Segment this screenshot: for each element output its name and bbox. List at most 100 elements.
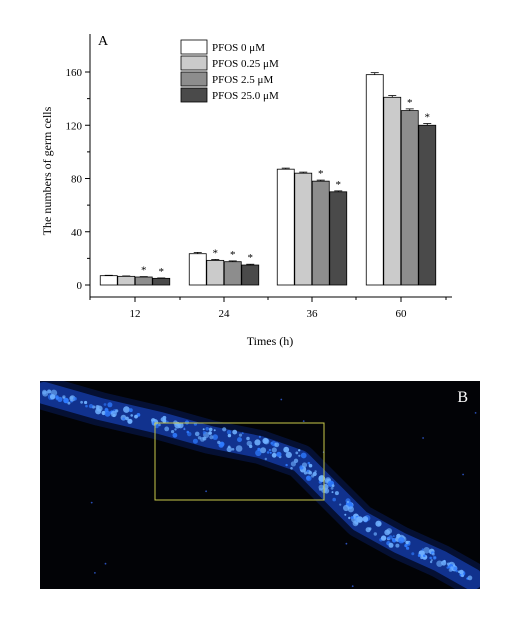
nucleus bbox=[177, 422, 184, 429]
nucleus bbox=[88, 404, 94, 409]
nucleus bbox=[260, 447, 267, 454]
bar bbox=[276, 168, 295, 286]
nucleus bbox=[174, 428, 177, 431]
significance-marker: * bbox=[141, 265, 147, 277]
nucleus bbox=[318, 484, 325, 491]
nucleus bbox=[388, 542, 394, 548]
x-tick-label: 60 bbox=[396, 308, 408, 320]
nucleus bbox=[63, 397, 69, 404]
nucleus bbox=[264, 457, 267, 461]
nucleus bbox=[331, 491, 334, 494]
speck bbox=[104, 562, 107, 565]
y-tick-label: 40 bbox=[71, 227, 83, 239]
x-ticks: 12 24 36 60 bbox=[89, 297, 447, 320]
speck bbox=[109, 411, 112, 414]
nucleus bbox=[356, 522, 359, 525]
nucleus bbox=[192, 438, 198, 444]
nucleus bbox=[205, 427, 209, 431]
nucleus bbox=[301, 462, 308, 468]
nucleus bbox=[231, 448, 235, 451]
bar bbox=[188, 253, 207, 286]
nucleus bbox=[154, 424, 159, 429]
nucleus bbox=[411, 552, 415, 556]
nucleus bbox=[423, 547, 430, 554]
nucleus bbox=[237, 437, 242, 443]
nucleus bbox=[373, 532, 377, 536]
nucleus bbox=[85, 404, 88, 408]
nucleus bbox=[344, 513, 347, 516]
nucleus bbox=[308, 463, 313, 468]
nucleus bbox=[152, 421, 155, 424]
nucleus bbox=[246, 436, 250, 441]
nucleus bbox=[405, 540, 409, 545]
speck bbox=[302, 420, 305, 422]
nucleus bbox=[274, 442, 280, 448]
nucleus bbox=[306, 475, 311, 480]
nucleus bbox=[208, 431, 212, 435]
y-tick-label: 0 bbox=[77, 280, 83, 292]
nucleus bbox=[268, 448, 272, 452]
nucleus bbox=[298, 454, 301, 457]
speck bbox=[90, 501, 93, 504]
nucleus bbox=[96, 405, 103, 412]
nucleus bbox=[276, 451, 282, 457]
nucleus bbox=[73, 397, 77, 401]
y-ticks: 0 40 80 120 160 bbox=[66, 67, 90, 292]
nucleus bbox=[358, 518, 362, 523]
nucleus bbox=[134, 414, 138, 419]
speck bbox=[94, 572, 96, 574]
nucleus bbox=[172, 432, 178, 438]
nucleus bbox=[350, 516, 354, 519]
nucleus bbox=[467, 575, 473, 581]
significance-marker: * bbox=[425, 112, 431, 124]
nucleus bbox=[67, 401, 71, 405]
speck bbox=[351, 585, 354, 588]
nucleus bbox=[339, 503, 342, 506]
nucleus bbox=[171, 430, 175, 434]
nucleus bbox=[213, 429, 216, 432]
nucleus bbox=[249, 444, 253, 449]
legend-swatch bbox=[180, 71, 208, 87]
significance-marker: * bbox=[230, 249, 236, 261]
bar bbox=[99, 275, 118, 286]
nucleus bbox=[461, 574, 464, 578]
nucleus bbox=[202, 428, 205, 431]
nucleus bbox=[362, 516, 369, 522]
nucleus bbox=[263, 438, 270, 445]
worm-body bbox=[40, 382, 480, 589]
nucleus bbox=[432, 552, 435, 556]
nucleus bbox=[453, 566, 458, 571]
nucleus bbox=[290, 467, 293, 470]
significance-marker: * bbox=[407, 97, 413, 109]
nucleus bbox=[365, 527, 371, 533]
nucleus bbox=[432, 555, 437, 560]
nucleus bbox=[443, 559, 446, 563]
nucleus bbox=[331, 484, 335, 488]
nucleus bbox=[160, 417, 165, 422]
nucleus bbox=[227, 433, 232, 438]
bar bbox=[117, 275, 136, 286]
nucleus bbox=[332, 497, 337, 502]
highlight-box bbox=[154, 422, 325, 501]
nucleus bbox=[295, 451, 299, 455]
nucleus bbox=[49, 394, 56, 400]
nucleus bbox=[446, 566, 450, 569]
nucleus bbox=[323, 488, 330, 494]
nucleus bbox=[258, 435, 261, 438]
nucleus bbox=[398, 537, 405, 544]
nucleus bbox=[129, 408, 133, 413]
nucleus bbox=[122, 417, 126, 421]
nucleus bbox=[202, 431, 206, 435]
nucleus bbox=[57, 396, 63, 402]
nucleus bbox=[298, 449, 301, 452]
nucleus bbox=[334, 491, 339, 496]
y-tick-label: 160 bbox=[66, 67, 83, 79]
nucleus bbox=[404, 544, 408, 548]
nucleus bbox=[417, 554, 421, 557]
bar bbox=[206, 259, 225, 286]
legend-swatch bbox=[180, 87, 208, 103]
nucleus bbox=[269, 451, 272, 454]
legend-swatch bbox=[180, 55, 208, 71]
bar bbox=[241, 264, 260, 286]
nucleus bbox=[455, 569, 459, 573]
